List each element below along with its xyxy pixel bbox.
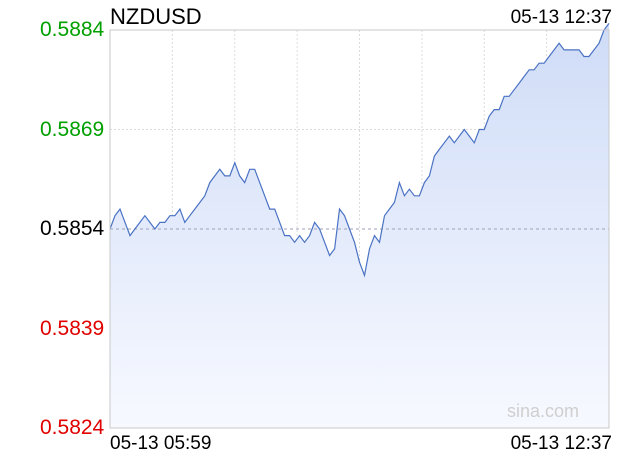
x-tick-label-end: 05-13 12:37 — [510, 433, 612, 454]
y-tick-label: 0.5884 — [40, 18, 105, 41]
price-area — [110, 23, 609, 429]
symbol-title: NZDUSD — [110, 4, 202, 29]
price-line — [109, 23, 610, 278]
y-tick-label: 0.5839 — [40, 316, 105, 340]
y-tick-label: 0.5854 — [40, 217, 105, 240]
plot-frame — [109, 29, 610, 429]
y-tick-label: 0.5869 — [40, 117, 105, 141]
y-tick-label: 0.5824 — [40, 416, 105, 439]
current-timestamp: 05-13 12:37 — [510, 7, 612, 28]
watermark-logo: sina.com — [507, 401, 580, 421]
x-tick-label-start: 05-13 05:59 — [110, 433, 212, 454]
